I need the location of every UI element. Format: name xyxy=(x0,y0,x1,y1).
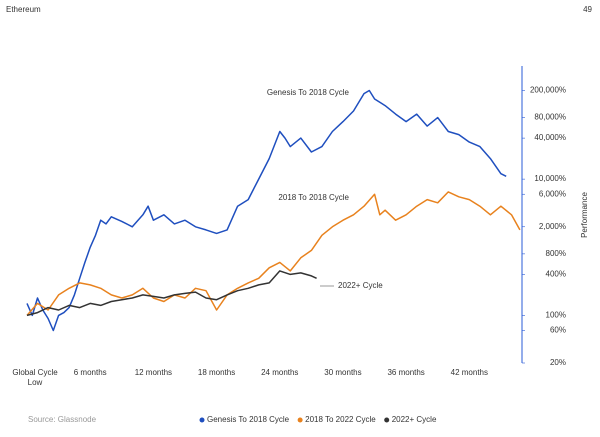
annotation: Genesis To 2018 Cycle xyxy=(267,88,350,97)
series-line xyxy=(26,270,317,317)
y-tick-label: 2,000% xyxy=(539,222,566,231)
y-tick-label: 60% xyxy=(550,326,566,335)
x-tick-label: 6 months xyxy=(73,368,107,377)
x-tick-label: 36 months xyxy=(387,368,425,377)
y-tick-label: 10,000% xyxy=(534,174,566,183)
annotation: 2022+ Cycle xyxy=(338,281,383,290)
x-tick-label: 18 months xyxy=(197,368,236,377)
y-tick-label: 80,000% xyxy=(534,113,566,122)
y-axis-label: Performance xyxy=(580,192,589,238)
page-number: 49 xyxy=(583,5,592,14)
x-tick-label: 24 months xyxy=(261,368,299,377)
series-line xyxy=(26,89,507,332)
y-tick-label: 6,000% xyxy=(539,189,566,198)
y-tick-label: 20% xyxy=(550,358,566,367)
legend-swatch xyxy=(297,417,303,423)
x-tick-label: Global Cycle Low xyxy=(12,368,58,387)
y-tick-label: 200,000% xyxy=(530,86,566,95)
source: Source: Glassnode xyxy=(28,415,97,424)
header-title: Ethereum xyxy=(6,5,41,14)
x-tick-label: 12 months xyxy=(134,368,173,377)
y-tick-label: 100% xyxy=(546,310,566,319)
y-tick-label: 800% xyxy=(546,249,566,258)
legend-label: 2022+ Cycle xyxy=(392,415,437,424)
series-line xyxy=(26,191,521,316)
x-tick-label: 30 months xyxy=(324,368,362,377)
legend-label: Genesis To 2018 Cycle xyxy=(207,415,290,424)
y-tick-label: 400% xyxy=(546,269,566,278)
x-tick-label: 42 months xyxy=(450,368,488,377)
legend-swatch xyxy=(384,417,390,423)
y-tick-label: 40,000% xyxy=(534,133,566,142)
annotation: 2018 To 2018 Cycle xyxy=(278,193,349,202)
legend-swatch xyxy=(199,417,205,423)
legend-label: 2018 To 2022 Cycle xyxy=(305,415,376,424)
